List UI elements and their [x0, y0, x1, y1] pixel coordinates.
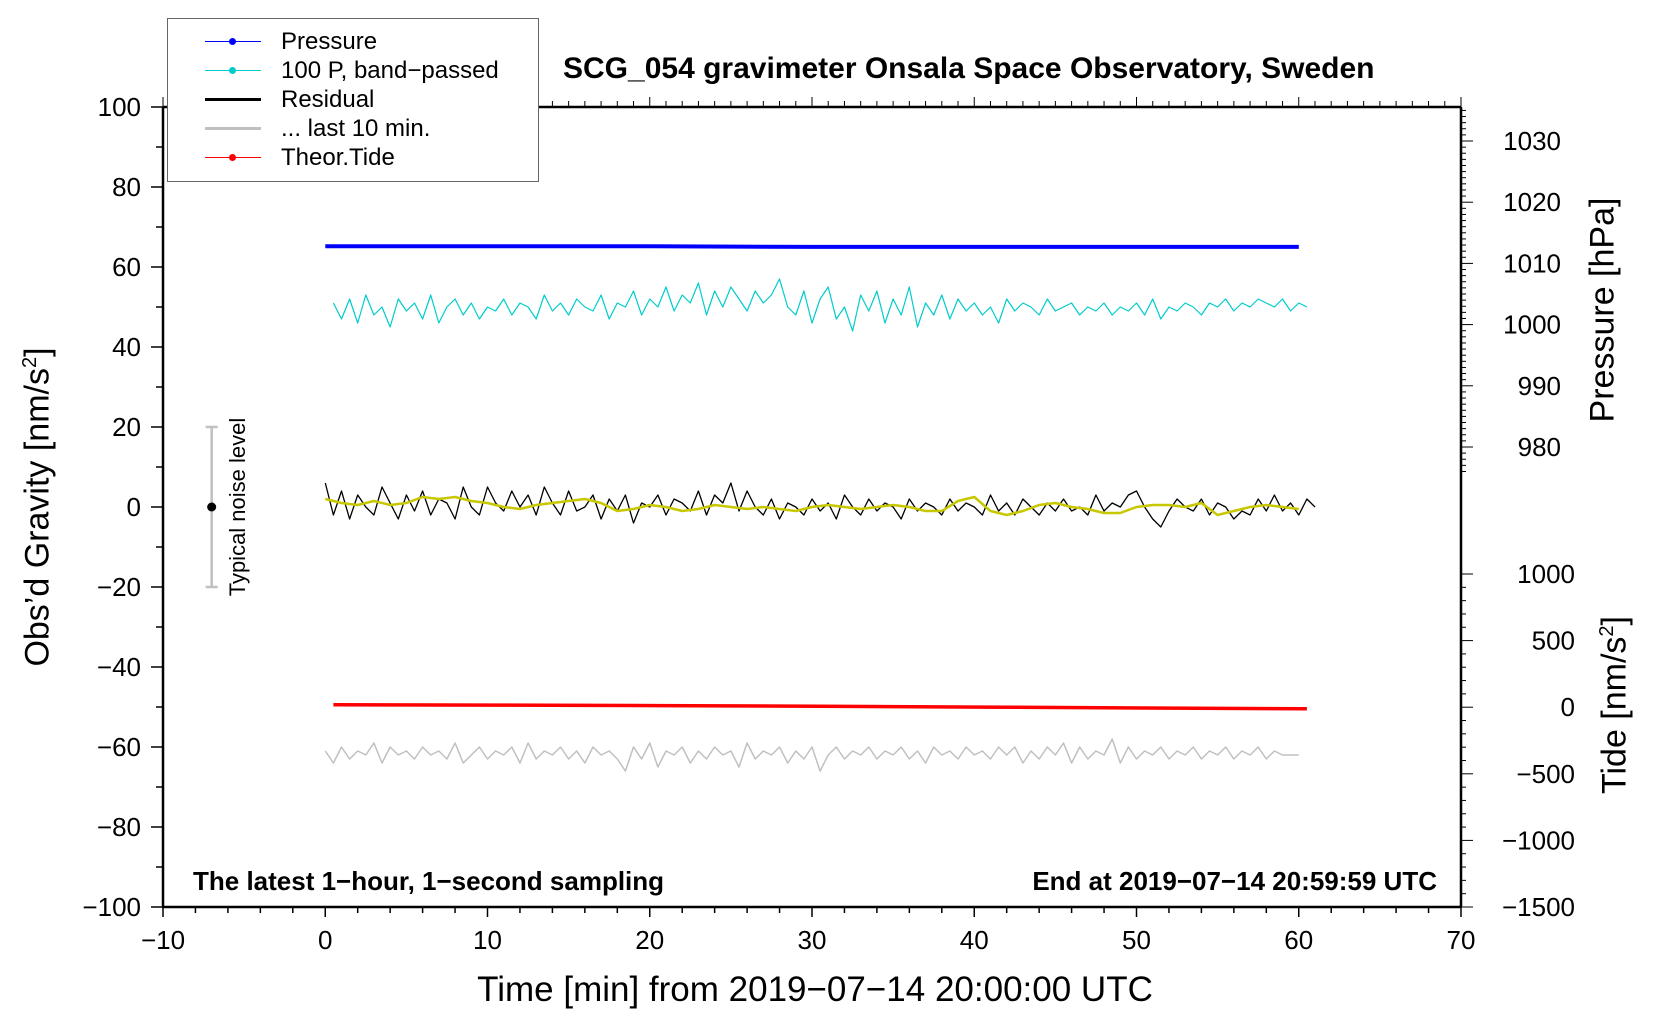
y-tick-label: 40	[112, 332, 141, 362]
y-tick-label: 60	[112, 252, 141, 282]
legend-dot	[229, 154, 236, 161]
tide-axis-label: Tide [nm/s2]	[1596, 616, 1635, 794]
tide-tick-label: 0	[1561, 692, 1575, 722]
legend-dot	[229, 38, 236, 45]
pressure-tick-label: 1000	[1503, 310, 1561, 340]
tide-axis-label-text: Tide [nm/s	[1595, 636, 1634, 795]
tide-tick-label: 1000	[1517, 559, 1575, 589]
legend-dot	[229, 67, 236, 74]
x-tick-label: 0	[318, 925, 332, 955]
pressure-tick-label: 1030	[1503, 126, 1561, 156]
note-sampling: The latest 1−hour, 1−second sampling	[193, 866, 665, 896]
x-tick-label: 20	[635, 925, 664, 955]
tide-tick-label: −1500	[1502, 892, 1575, 922]
legend-label: 100 P, band−passed	[281, 57, 499, 84]
series-last-10-min	[324, 738, 1299, 772]
legend-label: Theor.Tide	[281, 144, 395, 171]
series-theor-tide	[333, 702, 1307, 711]
y-tick-label: 0	[127, 492, 141, 522]
chart-title: SCG_054 gravimeter Onsala Space Observat…	[563, 52, 1375, 85]
tide-tick-label: 500	[1532, 626, 1575, 656]
series-residual-smoothed	[325, 495, 1299, 517]
y-tick-label: 20	[112, 412, 141, 442]
legend-swatch	[205, 127, 261, 130]
y-tick-label: −40	[97, 652, 141, 682]
tide-axis-label-close: ]	[1595, 615, 1634, 626]
noise-level-dot	[207, 502, 217, 512]
x-tick-label: 40	[960, 925, 989, 955]
y-tick-label: 80	[112, 172, 141, 202]
legend: Pressure 100 P, band−passed Residual ...…	[167, 18, 539, 182]
pressure-tick-label: 980	[1518, 432, 1561, 462]
note-end-time: End at 2019−07−14 20:59:59 UTC	[1032, 866, 1437, 896]
pressure-tick-label: 990	[1518, 371, 1561, 401]
pressure-tick-label: 1010	[1503, 248, 1561, 278]
y-axis-label-text: Obs’d Gravity [nm/s	[18, 368, 57, 667]
legend-item-band-passed: 100 P, band−passed	[168, 57, 538, 85]
y-axis-label-close: ]	[18, 347, 57, 357]
series-100-p-band-passed	[332, 278, 1308, 332]
x-tick-label: 60	[1284, 925, 1313, 955]
x-axis-label: Time [min] from 2019−07−14 20:00:00 UTC	[477, 970, 1153, 1009]
series-pressure	[325, 244, 1299, 249]
pressure-tick-label: 1020	[1503, 187, 1561, 217]
legend-item-pressure: Pressure	[168, 28, 538, 56]
y-tick-label: −60	[97, 732, 141, 762]
legend-label: ... last 10 min.	[281, 115, 431, 142]
x-tick-label: 10	[473, 925, 502, 955]
legend-swatch	[205, 98, 261, 101]
noise-level-label: Typical noise level	[225, 417, 250, 597]
legend-item-residual: Residual	[168, 86, 538, 114]
y-tick-label: −80	[97, 812, 141, 842]
legend-item-last-10-min: ... last 10 min.	[168, 115, 538, 143]
x-tick-label: −10	[141, 925, 185, 955]
legend-item-theor-tide: Theor.Tide	[168, 144, 538, 172]
series-residual	[324, 482, 1316, 528]
tide-axis-label-sup: 2	[1596, 625, 1619, 637]
tide-tick-label: −500	[1516, 759, 1575, 789]
tide-tick-label: −1000	[1502, 825, 1575, 855]
pressure-axis-label: Pressure [hPa]	[1583, 197, 1622, 423]
x-tick-label: 50	[1122, 925, 1151, 955]
legend-label: Pressure	[281, 28, 378, 55]
x-tick-label: 30	[798, 925, 827, 955]
y-axis-label-sup: 2	[19, 356, 42, 369]
y-tick-label: −20	[97, 572, 141, 602]
y-axis-label: Obs’d Gravity [nm/s2]	[19, 347, 58, 666]
y-tick-label: −100	[82, 892, 141, 922]
y-tick-label: 100	[98, 92, 141, 122]
legend-label: Residual	[281, 86, 375, 113]
x-tick-label: 70	[1447, 925, 1476, 955]
